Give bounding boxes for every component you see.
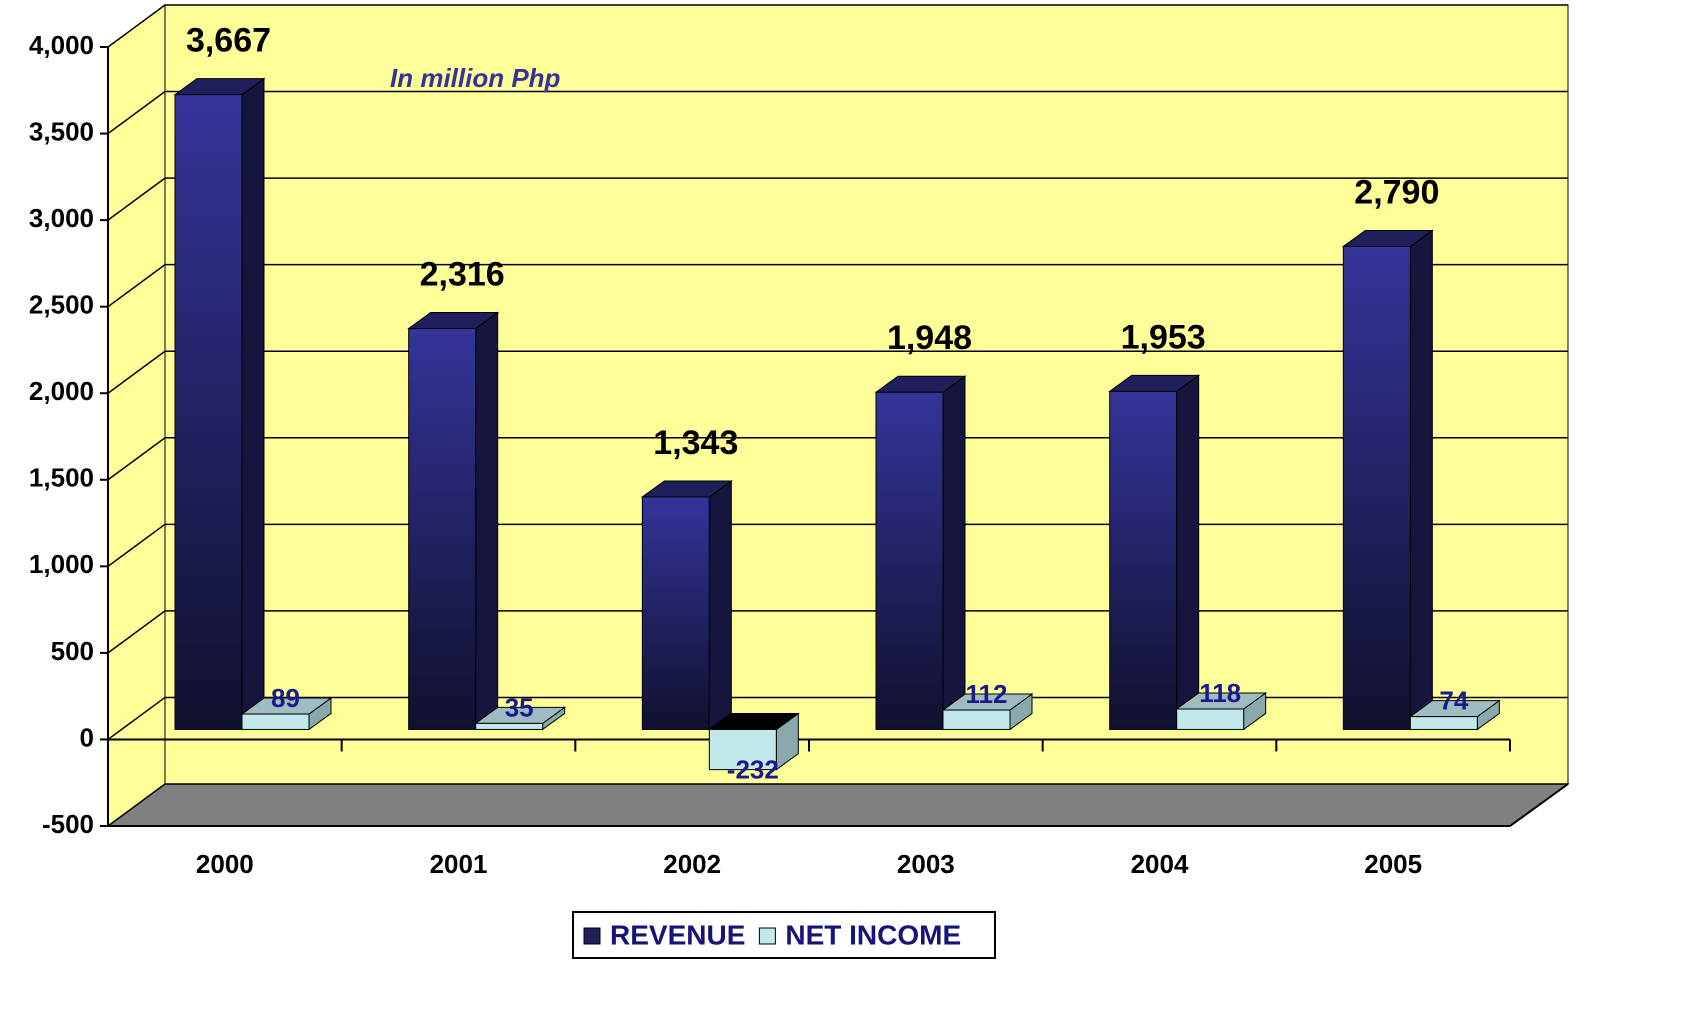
- value-label: 118: [1199, 678, 1241, 708]
- x-tick-label: 2005: [1364, 849, 1422, 879]
- grid-line: [107, 523, 1568, 567]
- grid-line: [107, 610, 1568, 654]
- bar: [1109, 390, 1178, 730]
- legend-label: NET INCOME: [785, 919, 961, 950]
- bar-group: [1108, 374, 1201, 731]
- y-tick-label: 1,000: [29, 549, 94, 579]
- bar-group: [640, 479, 733, 731]
- bar-side: [708, 479, 732, 731]
- value-label: 1,948: [887, 319, 972, 357]
- bar-group: [407, 311, 500, 731]
- bar: [1176, 708, 1245, 730]
- legend-label: REVENUE: [610, 919, 745, 950]
- grid-line: [107, 177, 1568, 221]
- bar: [408, 328, 477, 730]
- bar-group: [1341, 229, 1434, 731]
- bar: [942, 709, 1011, 730]
- y-tick-label: 4,000: [29, 30, 94, 60]
- bar: [708, 728, 777, 771]
- grid-line: [107, 783, 1568, 827]
- y-tick-label: 1,500: [29, 463, 94, 493]
- bar-side: [475, 311, 499, 731]
- bar: [475, 722, 544, 730]
- grid-line: [107, 263, 1568, 308]
- bar: [241, 713, 310, 730]
- grid-line: [107, 90, 1568, 135]
- value-label: 112: [966, 679, 1008, 709]
- grid-line: [107, 350, 1568, 394]
- bar-side: [1176, 374, 1200, 731]
- x-tick-label: 2004: [1131, 849, 1189, 879]
- bar: [875, 391, 944, 730]
- bar-group: [874, 375, 967, 731]
- y-tick-label: 2,000: [29, 376, 94, 406]
- y-tick-label: -500: [42, 809, 94, 839]
- y-tick-label: 3,500: [29, 116, 94, 146]
- y-tick-label: 500: [51, 636, 94, 666]
- grid-line: [107, 4, 1568, 48]
- grid-line: [107, 437, 1568, 481]
- bar: [641, 496, 710, 730]
- value-label: 1,953: [1121, 318, 1206, 356]
- bar-group: [707, 712, 800, 771]
- legend-swatch: [583, 927, 601, 945]
- floor: [106, 783, 1570, 827]
- x-tick-label: 2000: [196, 849, 254, 879]
- legend-swatch: [758, 927, 776, 945]
- value-label: 35: [505, 692, 534, 722]
- x-tick-label: 2002: [663, 849, 721, 879]
- y-tick-label: 3,000: [29, 203, 94, 233]
- bar-group: [1408, 699, 1501, 731]
- value-label: 74: [1439, 686, 1468, 716]
- bar-group: [941, 693, 1034, 731]
- bar-group: [1175, 692, 1268, 731]
- bar-side: [942, 375, 966, 731]
- legend-box: [572, 911, 996, 959]
- bar: [174, 94, 243, 730]
- bar: [1342, 245, 1411, 730]
- value-label: -232: [727, 754, 779, 784]
- y-tick-label: 0: [80, 722, 94, 752]
- annotation: In million Php: [390, 63, 561, 93]
- bar: [1409, 716, 1478, 730]
- floor-edge: [1509, 783, 1569, 827]
- y-tick-label: 2,500: [29, 290, 94, 320]
- bar-side: [1409, 229, 1433, 731]
- grid-line: [107, 696, 1568, 741]
- value-label: 2,316: [420, 256, 505, 294]
- bar-group: [474, 706, 567, 731]
- value-label: 2,790: [1354, 173, 1439, 211]
- bar-group: [173, 77, 266, 731]
- value-label: 89: [271, 683, 300, 713]
- bar-side: [241, 77, 265, 731]
- x-tick-label: 2001: [430, 849, 488, 879]
- value-label: 1,343: [653, 424, 738, 462]
- value-label: 3,667: [186, 22, 271, 60]
- x-tick-label: 2003: [897, 849, 955, 879]
- bar-group: [240, 697, 333, 731]
